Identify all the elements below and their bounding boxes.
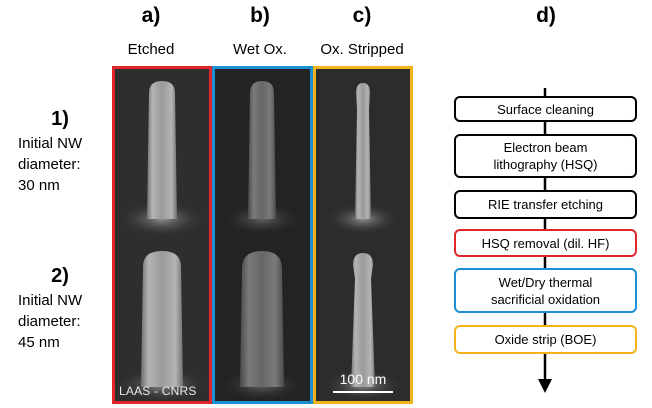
process-step-label: Oxide strip (BOE) — [494, 332, 597, 347]
column-c-title: Ox. Stripped — [320, 41, 404, 58]
row-1-number: 1) — [51, 108, 69, 130]
process-step-label: Wet/Dry thermal sacrificial oxidation — [490, 274, 601, 307]
process-step-label: Surface cleaning — [497, 101, 594, 117]
column-b-letter: b) — [250, 4, 270, 27]
process-step-oxidation: Wet/Dry thermal sacrificial oxidation — [454, 268, 637, 313]
sem-image-ox-stripped-30nm — [316, 69, 410, 235]
row-2-line-3: 45 nm — [18, 334, 60, 351]
row-2-description: Initial NW diameter: 45 nm — [18, 290, 82, 353]
scale-bar-line — [333, 391, 393, 393]
panel-column-ox-stripped: 100 nm — [313, 66, 413, 404]
process-step-oxide-strip: Oxide strip (BOE) — [454, 325, 637, 354]
row-2-line-2: diameter: — [18, 313, 81, 330]
process-step-label: HSQ removal (dil. HF) — [481, 235, 610, 251]
sem-image-wet-ox-45nm — [215, 235, 310, 401]
row-1-description: Initial NW diameter: 30 nm — [18, 133, 82, 196]
process-step-hsq-removal: HSQ removal (dil. HF) — [454, 229, 637, 257]
scale-bar-label: 100 nm — [339, 371, 387, 387]
laas-cnrs-watermark: LAAS - CNRS — [119, 384, 197, 398]
process-letter: d) — [536, 4, 556, 27]
sem-image-etched-30nm — [115, 69, 209, 235]
process-step-label: Electron beam lithography (HSQ) — [493, 140, 598, 172]
column-a-letter: a) — [141, 4, 161, 27]
process-step-rie: RIE transfer etching — [454, 190, 637, 219]
column-a-title: Etched — [127, 41, 175, 58]
panel-column-etched: LAAS - CNRS — [112, 66, 212, 404]
sem-image-ox-stripped-45nm — [316, 235, 410, 401]
row-1-line-2: diameter: — [18, 156, 81, 173]
process-step-label: RIE transfer etching — [488, 197, 603, 212]
process-step-ebl: Electron beam lithography (HSQ) — [454, 134, 637, 178]
row-1-line-1: Initial NW — [18, 135, 83, 152]
row-2-number: 2) — [51, 265, 69, 287]
panel-column-wet-ox — [212, 66, 313, 404]
sem-image-wet-ox-30nm — [215, 69, 310, 235]
sem-image-etched-45nm — [115, 235, 209, 401]
row-1-line-3: 30 nm — [18, 177, 60, 194]
column-c-letter: c) — [352, 4, 372, 27]
process-step-surface-cleaning: Surface cleaning — [454, 96, 637, 122]
row-2-line-1: Initial NW — [18, 292, 83, 309]
column-b-title: Wet Ox. — [233, 41, 287, 58]
